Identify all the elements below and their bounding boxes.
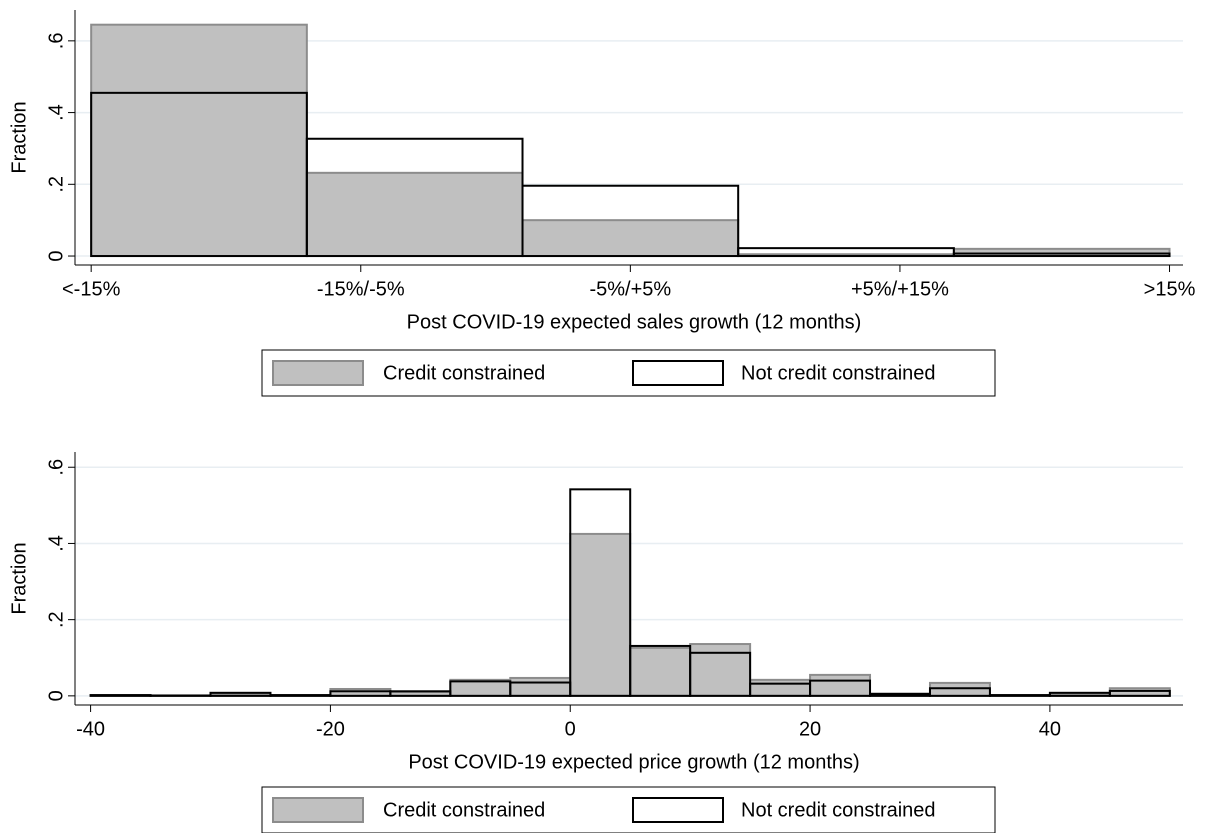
x-tick-label: 0 xyxy=(565,718,576,740)
histogram-bar xyxy=(569,532,632,697)
y-tick-label: .2 xyxy=(45,176,67,193)
histogram-bar xyxy=(952,247,1171,258)
x-tick-label: <-15% xyxy=(62,278,121,300)
x-tick-label: -15%/-5% xyxy=(317,278,405,300)
histogram-bar xyxy=(521,219,740,258)
histogram-bar xyxy=(89,694,152,697)
x-tick-label: 40 xyxy=(1039,718,1061,740)
histogram-bar xyxy=(90,23,308,258)
x-tick-label: -20 xyxy=(316,718,345,740)
histogram-bar xyxy=(928,681,991,697)
legend-box xyxy=(261,349,996,397)
histogram-bar xyxy=(1108,689,1171,697)
x-axis-title: Post COVID-19 expected sales growth (12 … xyxy=(407,311,862,333)
y-tick-label: .6 xyxy=(45,33,67,50)
x-tick-label: +5%/+15% xyxy=(851,278,949,300)
y-tick-label: .6 xyxy=(45,459,67,476)
histogram-bar xyxy=(269,694,332,697)
y-tick-label: .4 xyxy=(45,104,67,121)
legend-label: Not credit constrained xyxy=(741,362,936,384)
legend-swatch xyxy=(272,360,364,386)
histogram-bar xyxy=(509,676,572,697)
x-tick-label: >15% xyxy=(1144,278,1196,300)
legend-swatch xyxy=(632,360,724,386)
y-tick-label: .2 xyxy=(45,611,67,628)
histogram-bar xyxy=(737,247,955,258)
x-tick-label: 20 xyxy=(799,718,821,740)
histogram-bar xyxy=(928,687,991,697)
histogram-bar xyxy=(305,171,524,258)
histogram-bar xyxy=(749,678,812,697)
x-axis-title: Post COVID-19 expected price growth (12 … xyxy=(408,751,859,773)
legend-box xyxy=(261,786,996,833)
histogram-bar xyxy=(629,646,692,697)
legend-label: Credit constrained xyxy=(383,799,545,821)
histogram-bar xyxy=(521,184,740,258)
y-tick-label: 0 xyxy=(45,250,67,261)
y-tick-label: 0 xyxy=(45,690,67,701)
histogram-bar xyxy=(329,687,392,697)
legend-swatch xyxy=(272,797,364,823)
y-axis-title: Fraction xyxy=(8,101,30,173)
histogram-bar xyxy=(689,651,752,697)
histogram-bar xyxy=(809,673,872,697)
histogram-bar xyxy=(988,694,1051,697)
histogram-bar xyxy=(869,692,931,697)
y-axis-title: Fraction xyxy=(8,542,30,614)
x-tick-label: -5%/+5% xyxy=(589,278,671,300)
x-tick-label: -40 xyxy=(76,718,105,740)
y-tick-label: .4 xyxy=(45,535,67,552)
legend-swatch xyxy=(632,797,724,823)
legend-label: Not credit constrained xyxy=(741,799,936,821)
histogram-bar xyxy=(569,488,632,697)
histogram-bar xyxy=(952,252,1171,258)
legend-label: Credit constrained xyxy=(383,362,545,384)
histogram-bar xyxy=(1108,687,1171,697)
histogram-bar xyxy=(809,679,872,697)
